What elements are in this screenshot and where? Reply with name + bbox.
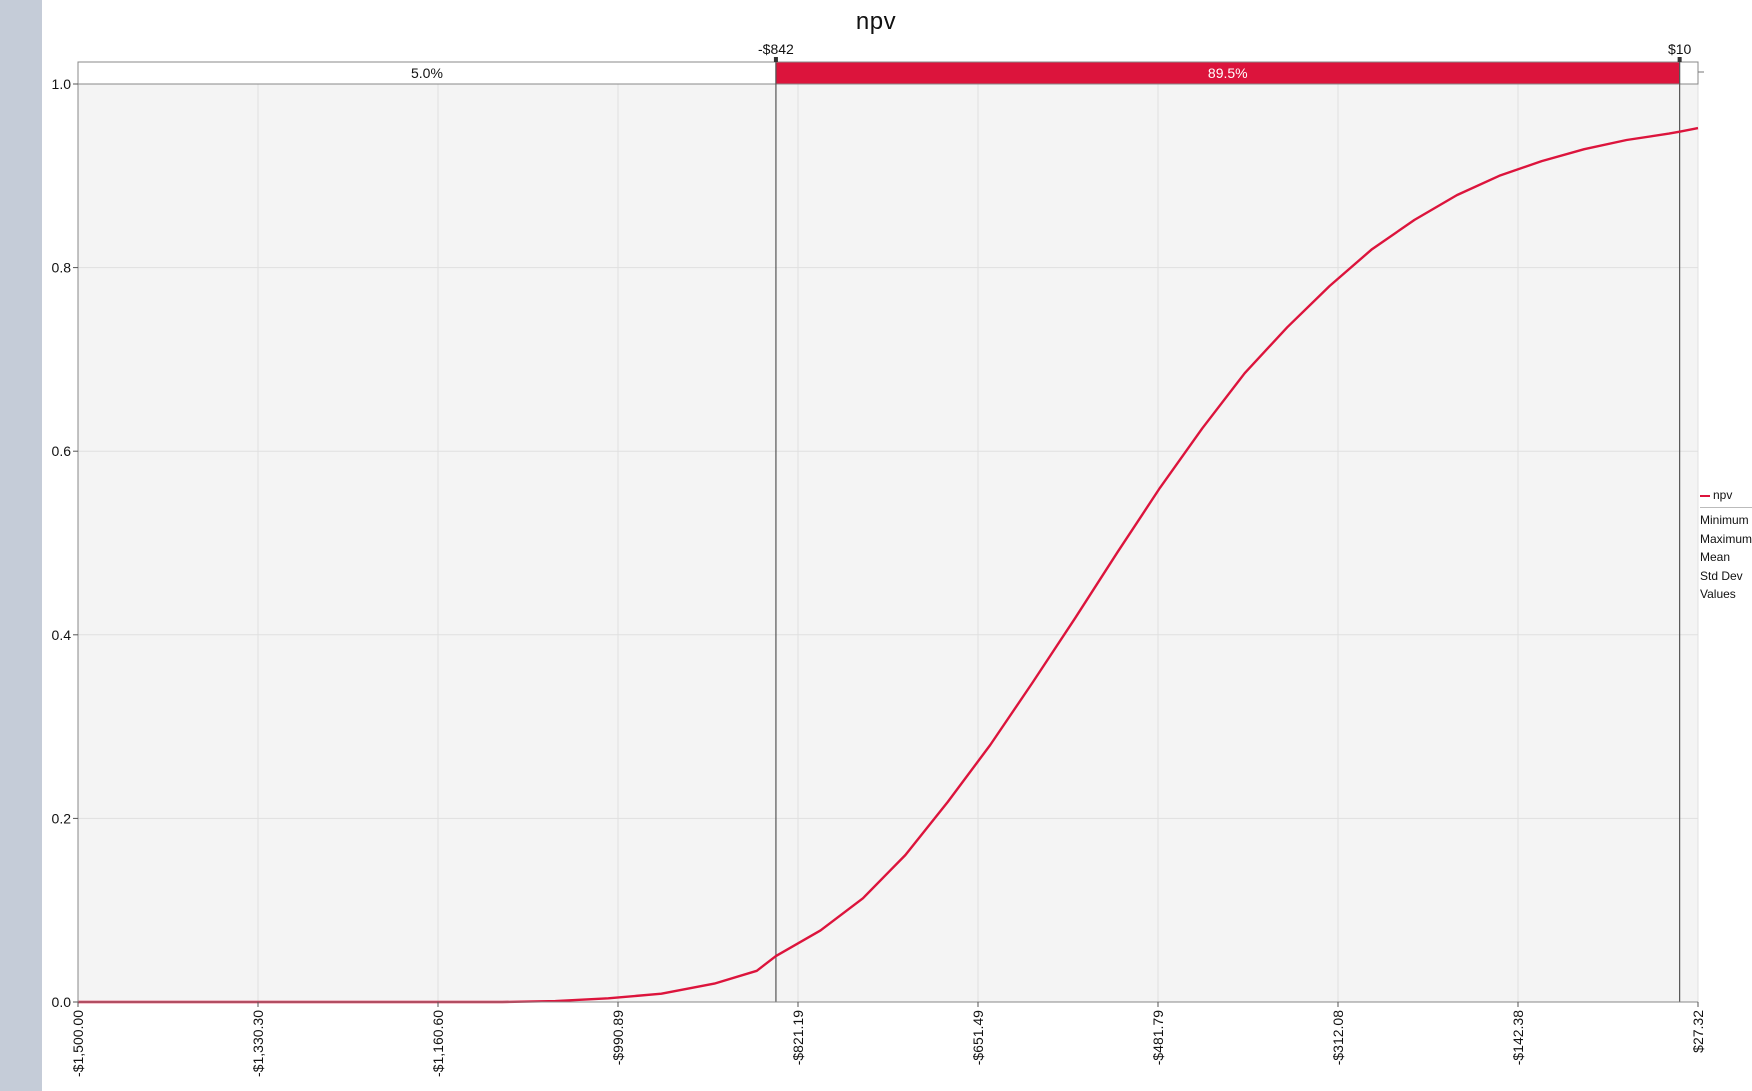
axes: 0.0 0.2 0.4 0.6 0.8 1.0 -$1,500.00 -$1,330.30 -$… xyxy=(52,76,1706,1077)
legend-swatch xyxy=(1700,494,1710,497)
legend-stat-mean: Mean xyxy=(1700,550,1731,564)
series-line-npv xyxy=(78,126,1699,1004)
band-left-percent: 5.0% xyxy=(411,65,443,81)
y-tick-label-1: 0.2 xyxy=(52,810,72,826)
x-tick-label-3: -$990.89 xyxy=(610,1010,626,1065)
delimiter-label-left: -$842 xyxy=(758,41,794,57)
plot-area xyxy=(78,84,1698,1002)
legend-stat-std-dev: Std Dev xyxy=(1700,568,1743,583)
y-tick-label-4: 0.8 xyxy=(52,260,72,276)
legend-label: npv xyxy=(1713,488,1733,502)
legend-stat-minimum: Minimum xyxy=(1700,513,1749,527)
delimiter-handle-left xyxy=(773,57,778,62)
legend: npv Minimum Maximum Mean Std Dev Values xyxy=(1700,487,1752,604)
x-tick-label-5: -$651.49 xyxy=(970,1010,986,1065)
legend-stat-maximum: Maximum xyxy=(1700,531,1752,546)
y-tick-label-3: 0.6 xyxy=(52,443,72,459)
legend-stat-values: Values xyxy=(1700,587,1736,601)
band-middle-percent: 89.5% xyxy=(1208,65,1248,81)
x-tick-label-9: $27.32 xyxy=(1690,1010,1706,1053)
chart-title: npv xyxy=(855,8,897,35)
legend-entry-npv: npv xyxy=(1700,487,1752,503)
probability-band: 5.0% 89.5% xyxy=(77,61,1699,85)
x-tick-label-2: -$1,160.60 xyxy=(430,1010,446,1077)
delimiter-markers: -$842 $10 xyxy=(758,41,1704,1002)
x-tick-label-0: -$1,500.00 xyxy=(70,1010,86,1077)
band-right-region xyxy=(1679,61,1699,85)
y-tick-label-0: 0.0 xyxy=(52,994,72,1010)
x-tick-label-8: -$142.38 xyxy=(1510,1010,1526,1065)
y-tick-label-5: 1.0 xyxy=(52,76,72,92)
y-tick-label-2: 0.4 xyxy=(52,627,72,643)
legend-divider xyxy=(1700,507,1752,508)
x-tick-label-4: -$821.19 xyxy=(790,1010,806,1065)
delimiter-handle-right xyxy=(1677,57,1682,62)
delimiter-label-right: $10 xyxy=(1668,41,1692,57)
series-layer xyxy=(78,126,1699,1004)
x-tick-label-6: -$481.79 xyxy=(1150,1010,1166,1065)
x-tick-label-1: -$1,330.30 xyxy=(250,1010,266,1077)
left-window-strip xyxy=(0,0,42,1091)
x-tick-label-7: -$312.08 xyxy=(1330,1010,1346,1065)
